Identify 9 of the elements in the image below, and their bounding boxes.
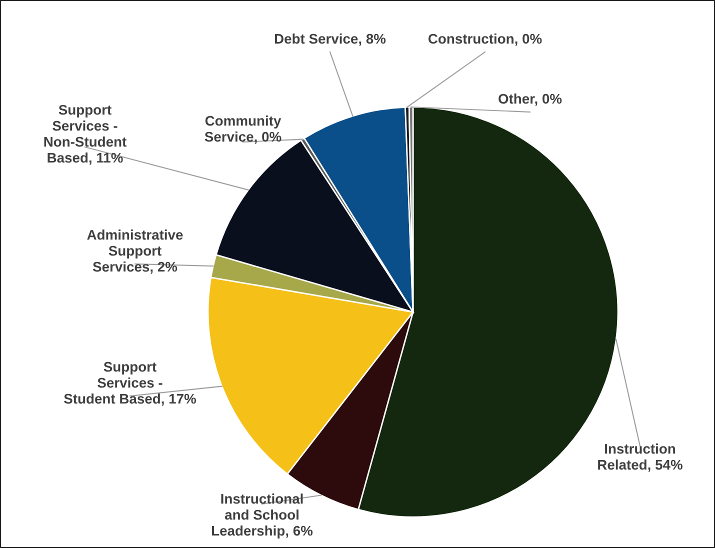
slice-label: Administrative Support Services, 2% [87, 230, 183, 274]
slice-label: Community Service, 0% [204, 116, 282, 144]
slice-label: Support Services - Non-Student Based, 11% [44, 104, 126, 165]
slice-label: Debt Service, 8% [274, 34, 386, 46]
slice-label: Instruction Related, 54% [598, 444, 682, 472]
slice-label: Instructional and School Leadership, 6% [212, 494, 313, 538]
slice-label: Support Services - Student Based, 17% [64, 362, 196, 406]
slice-label: Other, 0% [498, 94, 562, 106]
slice-label: Construction, 0% [428, 34, 542, 46]
